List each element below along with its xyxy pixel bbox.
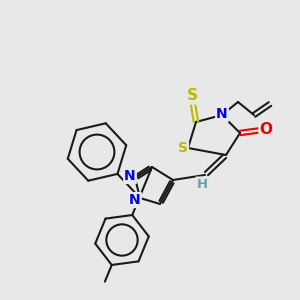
Text: N: N <box>129 193 141 207</box>
Text: O: O <box>260 122 272 137</box>
Text: S: S <box>187 88 197 104</box>
Text: N: N <box>124 169 136 183</box>
Text: S: S <box>178 141 188 155</box>
Text: N: N <box>216 107 228 121</box>
Text: H: H <box>196 178 208 190</box>
